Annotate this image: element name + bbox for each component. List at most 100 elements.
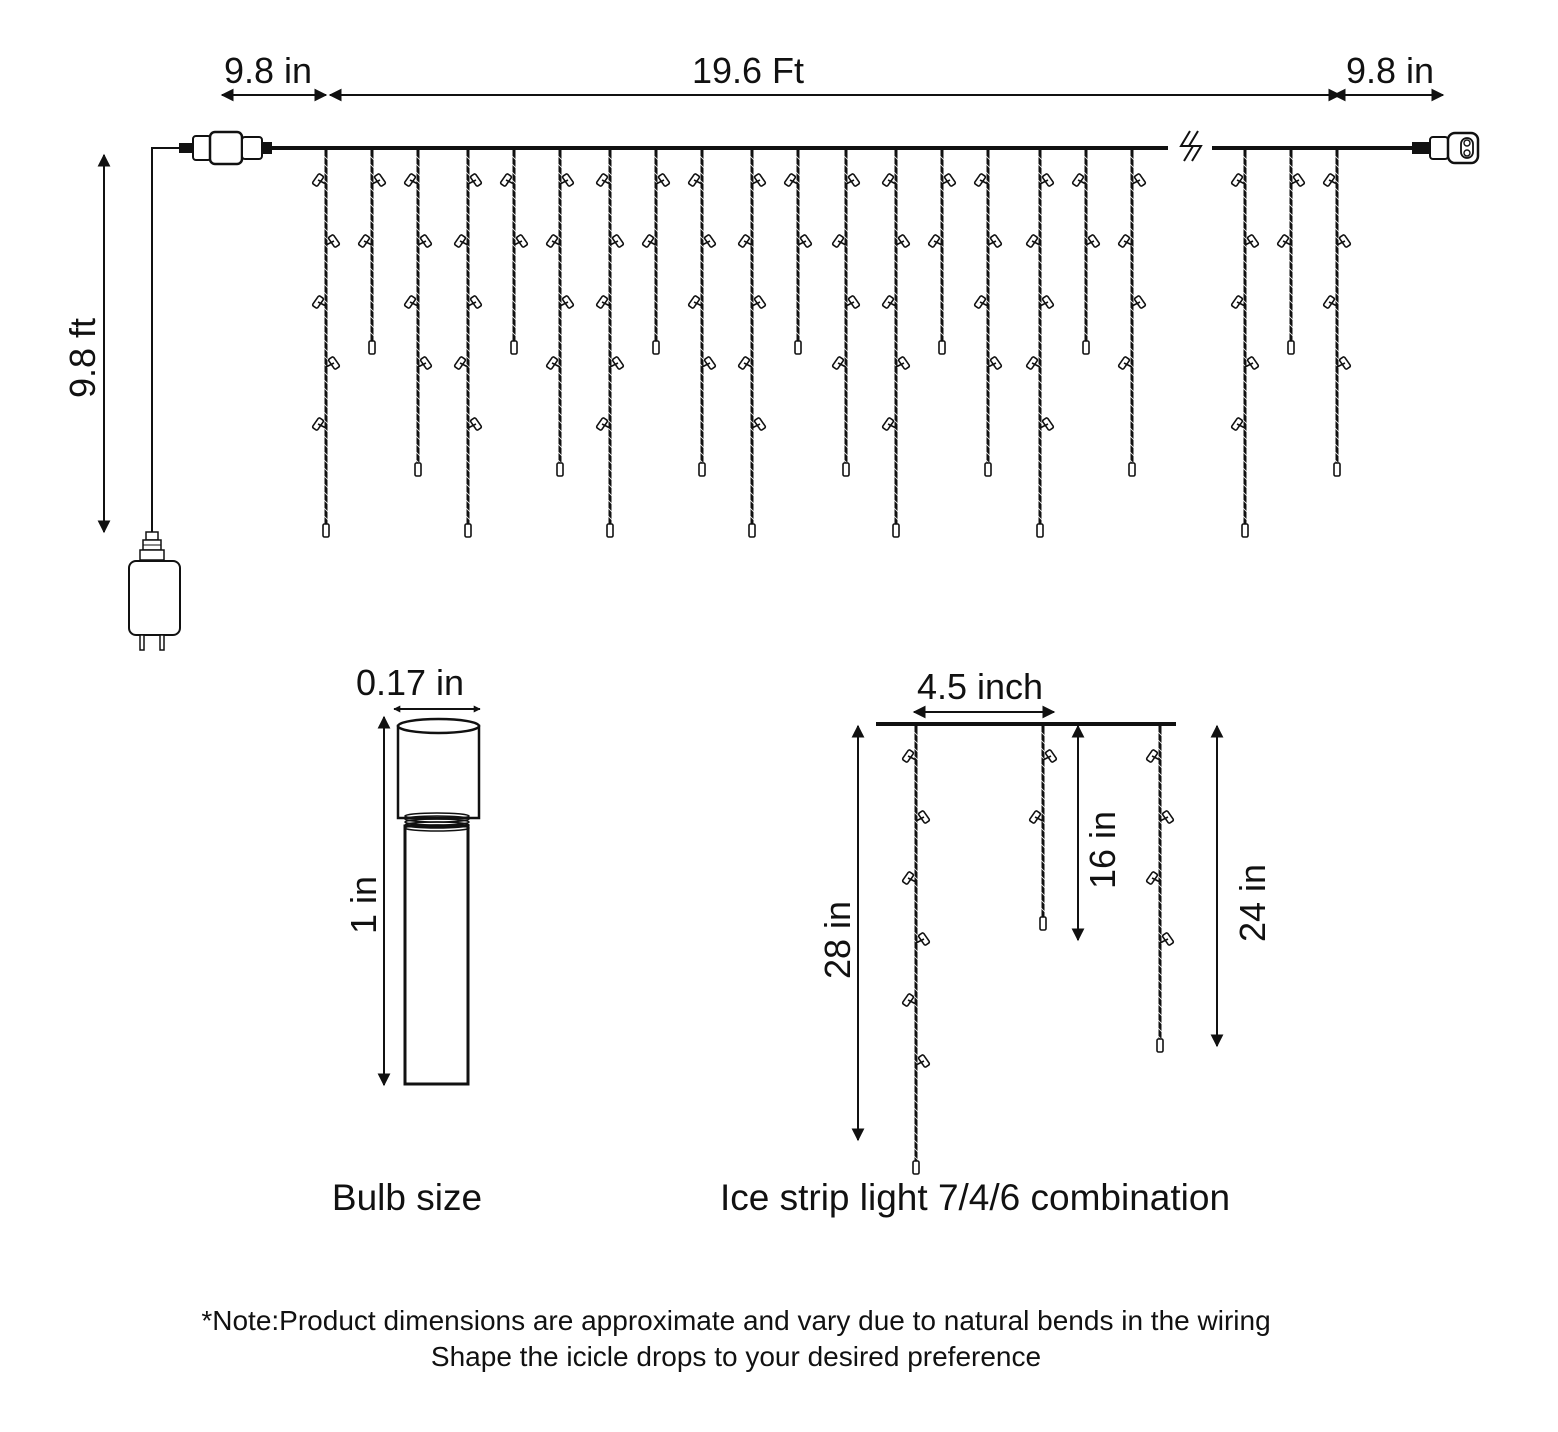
short-drop-label: 16 in xyxy=(1082,811,1123,889)
end-bulb-icon xyxy=(464,523,472,538)
icicle-drop xyxy=(901,726,931,1175)
led-bulb-icon xyxy=(417,234,433,248)
led-bulb-icon xyxy=(559,173,575,187)
main-icicle-diagram: 9.8 in 19.6 Ft 9.8 in 9.8 ft xyxy=(62,50,1480,651)
led-bulb-icon xyxy=(831,356,847,370)
end-bulb-icon xyxy=(748,523,756,538)
led-bulb-icon xyxy=(655,173,671,187)
end-bulb-icon xyxy=(794,340,802,355)
led-bulb-icon xyxy=(783,173,799,187)
led-bulb-icon xyxy=(403,295,419,309)
end-bulb-icon xyxy=(652,340,660,355)
led-bulb-icon xyxy=(1244,234,1260,248)
icicle-drop xyxy=(737,150,767,538)
end-bulb-icon xyxy=(892,523,900,538)
icicle-drop xyxy=(831,150,861,477)
led-bulb-icon xyxy=(609,234,625,248)
icicle-drop xyxy=(687,150,717,477)
led-bulb-icon xyxy=(1039,295,1055,309)
led-bulb-icon xyxy=(881,173,897,187)
end-bulb-icon xyxy=(984,462,992,477)
led-bulb-icon xyxy=(915,810,931,824)
end-bulb-icon xyxy=(556,462,564,477)
end-bulb-icon xyxy=(1039,916,1047,931)
end-bulb-icon xyxy=(510,340,518,355)
led-bulb-icon xyxy=(467,173,483,187)
bulb-caption: Bulb size xyxy=(332,1177,482,1218)
icicle-drop xyxy=(1145,726,1175,1053)
led-bulb-icon xyxy=(915,932,931,946)
led-bulb-icon xyxy=(559,295,575,309)
led-bulb-icon xyxy=(1145,871,1161,885)
break-icon xyxy=(1179,130,1203,162)
end-bulb-icon xyxy=(1287,340,1295,355)
icicle-drop xyxy=(311,150,341,538)
led-bulb-icon xyxy=(1336,234,1352,248)
led-bulb-icon xyxy=(595,173,611,187)
led-bulb-icon xyxy=(1336,356,1352,370)
icicle-drop xyxy=(1230,150,1260,538)
led-bulb-icon xyxy=(915,1054,931,1068)
note-line-2: Shape the icicle drops to your desired p… xyxy=(431,1341,1041,1372)
led-bulb-icon xyxy=(1290,173,1306,187)
led-bulb-icon xyxy=(797,234,813,248)
led-bulb-icon xyxy=(1230,417,1246,431)
icicle-drop xyxy=(499,150,529,355)
led-bulb-icon xyxy=(751,295,767,309)
led-bulb-icon xyxy=(901,871,917,885)
led-bulb-icon xyxy=(1117,356,1133,370)
icicle-drop xyxy=(1117,150,1147,477)
led-bulb-icon xyxy=(1117,234,1133,248)
plug-icon xyxy=(1412,131,1480,165)
led-bulb-icon xyxy=(1085,234,1101,248)
led-bulb-icon xyxy=(1042,749,1058,763)
long-drop-label: 28 in xyxy=(817,901,858,979)
led-bulb-icon xyxy=(609,356,625,370)
icicle-drop xyxy=(783,150,813,355)
drop-cord-label: 9.8 ft xyxy=(62,318,103,398)
icicle-drop xyxy=(1276,150,1306,355)
end-bulb-icon xyxy=(938,340,946,355)
combination-drops xyxy=(901,726,1175,1175)
led-bulb-icon xyxy=(987,356,1003,370)
led-bulb-icon xyxy=(1276,234,1292,248)
end-bulb-icon xyxy=(912,1160,920,1175)
icicle-drop xyxy=(881,150,911,538)
icicle-drop xyxy=(595,150,625,538)
led-bulb-icon xyxy=(467,417,483,431)
adapter-cord xyxy=(151,147,179,532)
power-adapter-icon xyxy=(128,531,181,651)
led-bulb-icon xyxy=(687,173,703,187)
led-bulb-icon xyxy=(701,234,717,248)
icicle-drop xyxy=(545,150,575,477)
led-bulb-icon xyxy=(895,234,911,248)
led-bulb-icon xyxy=(973,173,989,187)
icicle-drop xyxy=(453,150,483,538)
led-bulb-icon xyxy=(311,295,327,309)
led-bulb-icon xyxy=(1230,173,1246,187)
left-lead-label: 9.8 in xyxy=(224,50,312,91)
drop-spacing-label: 4.5 inch xyxy=(917,666,1043,707)
led-bulb-icon xyxy=(1039,173,1055,187)
led-bulb-icon xyxy=(1322,173,1338,187)
end-bulb-icon xyxy=(368,340,376,355)
end-bulb-icon xyxy=(1082,340,1090,355)
led-bulb-icon xyxy=(973,295,989,309)
led-bulb-icon xyxy=(751,417,767,431)
led-bulb-icon xyxy=(1131,295,1147,309)
icicle-drop xyxy=(1322,150,1352,477)
led-bulb-icon xyxy=(901,749,917,763)
icicle-drop xyxy=(1071,150,1101,355)
led-bulb-icon xyxy=(1039,417,1055,431)
bulb-diagram: 0.17 in 1 in Bulb size xyxy=(332,662,482,1218)
note-line-1: *Note:Product dimensions are approximate… xyxy=(201,1305,1270,1336)
combination-diagram: 4.5 inch 28 in 16 in 24 in Ice strip lig… xyxy=(720,666,1273,1218)
icicle-drop xyxy=(641,150,671,355)
led-bulb-icon xyxy=(513,234,529,248)
medium-drop-label: 24 in xyxy=(1232,864,1273,942)
led-bulb-icon xyxy=(1244,356,1260,370)
led-bulb-icon xyxy=(1071,173,1087,187)
led-bulb-icon xyxy=(1131,173,1147,187)
combination-caption: Ice strip light 7/4/6 combination xyxy=(720,1177,1230,1218)
led-bulb-icon xyxy=(1025,356,1041,370)
